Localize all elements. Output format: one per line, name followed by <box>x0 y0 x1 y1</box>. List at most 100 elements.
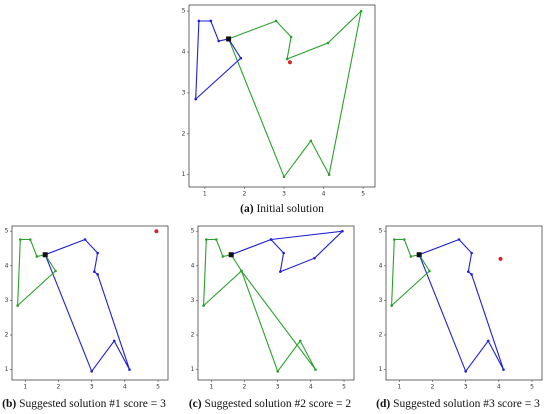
plot-frame <box>11 225 169 381</box>
customer-point <box>464 370 467 373</box>
caption-title: Suggested solution #2 score = 2 <box>204 398 351 410</box>
customer-point <box>274 19 278 23</box>
x-tick-label: 3 <box>90 384 94 391</box>
y-tick-label: 4 <box>379 262 383 269</box>
customer-point <box>326 41 330 45</box>
depot <box>226 36 232 42</box>
y-tick-label: 5 <box>191 228 195 235</box>
customer-point <box>240 269 243 273</box>
highlight-point <box>498 256 503 261</box>
x-tick-label: 4 <box>322 191 326 198</box>
customer-point <box>279 270 282 273</box>
customer-point <box>197 19 201 23</box>
y-tick-label: 2 <box>379 332 383 339</box>
customer-point <box>221 255 225 258</box>
customer-point <box>204 238 208 241</box>
customer-point <box>18 238 22 241</box>
caption-label: (c) <box>189 398 202 410</box>
subplot: 1 2 3 4 5 1 2 3 4 5 (a) Initial solution <box>182 4 376 215</box>
x-tick-label: 1 <box>203 191 207 198</box>
customer-point <box>313 256 316 260</box>
y-tick-label: 2 <box>191 332 195 339</box>
customer-point <box>128 368 131 371</box>
x-tick-label: 4 <box>309 384 313 391</box>
customer-point <box>96 251 99 255</box>
customer-point <box>298 339 302 343</box>
customer-point <box>428 269 431 273</box>
customer-point <box>470 251 473 255</box>
caption-title: Initial solution <box>256 203 324 215</box>
x-tick-label: 4 <box>123 384 127 391</box>
customer-point <box>16 304 19 307</box>
subplot: 1 2 3 4 5 1 2 3 4 5 (b) Suggested solution #1 scor… <box>2 225 169 410</box>
customer-point <box>83 238 87 241</box>
x-tick-label: 5 <box>156 384 160 391</box>
y-tick-label: 3 <box>182 89 186 96</box>
y-tick-label: 4 <box>5 262 9 269</box>
subplot: 1 2 3 4 5 1 2 3 4 5 (d) Suggested solution #3 scor… <box>376 225 543 410</box>
x-tick-label: 2 <box>242 191 246 198</box>
subplot: 1 2 3 4 5 1 2 3 4 5 (c) Suggested solution #2 scor… <box>189 225 355 410</box>
x-tick-label: 2 <box>57 384 61 391</box>
caption: (a) Initial solution <box>240 203 324 215</box>
y-tick-label: 1 <box>182 171 186 178</box>
route-line <box>202 238 316 373</box>
customer-point <box>409 255 413 258</box>
customer-point <box>285 57 289 61</box>
route-line <box>228 9 362 178</box>
x-tick-label: 3 <box>282 191 286 198</box>
x-tick-label: 1 <box>397 384 401 391</box>
customer-point <box>90 370 93 373</box>
highlight-point <box>154 229 159 234</box>
plot-frame <box>197 225 355 381</box>
customer-point <box>239 56 243 60</box>
caption: (c) Suggested solution #2 score = 2 <box>189 398 352 410</box>
y-tick-label: 4 <box>182 49 186 56</box>
route-line <box>418 238 505 373</box>
plot-frame <box>188 4 376 188</box>
route-line <box>195 20 242 101</box>
caption: (b) Suggested solution #1 score = 3 <box>2 398 166 410</box>
x-tick-label: 1 <box>23 384 27 391</box>
route-line <box>16 238 57 307</box>
y-tick-label: 3 <box>191 297 195 304</box>
customer-point <box>35 255 39 258</box>
y-tick-label: 5 <box>379 228 383 235</box>
x-tick-label: 5 <box>530 384 534 391</box>
x-tick-label: 1 <box>209 384 213 391</box>
x-tick-label: 3 <box>464 384 468 391</box>
y-tick-label: 1 <box>379 366 383 373</box>
customer-point <box>194 97 198 101</box>
customer-point <box>341 229 344 233</box>
x-tick-label: 2 <box>431 384 435 391</box>
customer-point <box>282 175 286 179</box>
y-tick-label: 5 <box>5 228 9 235</box>
x-tick-label: 3 <box>276 384 280 391</box>
customer-point <box>486 339 490 343</box>
route-line <box>44 238 131 373</box>
caption-label: (d) <box>376 398 390 410</box>
y-tick-label: 1 <box>5 366 9 373</box>
route-line <box>231 230 344 273</box>
customer-point <box>54 269 57 273</box>
customer-point <box>502 368 505 371</box>
customer-point <box>289 35 293 39</box>
depot <box>228 252 234 258</box>
customer-point <box>314 368 317 371</box>
caption: (d) Suggested solution #3 score = 3 <box>376 398 540 410</box>
customer-point <box>96 273 99 276</box>
plot-frame <box>385 225 543 381</box>
caption-label: (a) <box>240 203 254 215</box>
customer-point <box>202 304 205 307</box>
customer-point <box>327 173 331 177</box>
customer-point <box>457 238 461 241</box>
y-tick-label: 2 <box>5 332 9 339</box>
customer-point <box>467 270 470 273</box>
x-tick-label: 5 <box>361 191 365 198</box>
customer-point <box>402 238 406 241</box>
customer-point <box>359 9 363 13</box>
caption-title: Suggested solution #3 score = 3 <box>393 398 540 410</box>
customer-point <box>209 19 213 23</box>
route-line <box>390 238 431 307</box>
